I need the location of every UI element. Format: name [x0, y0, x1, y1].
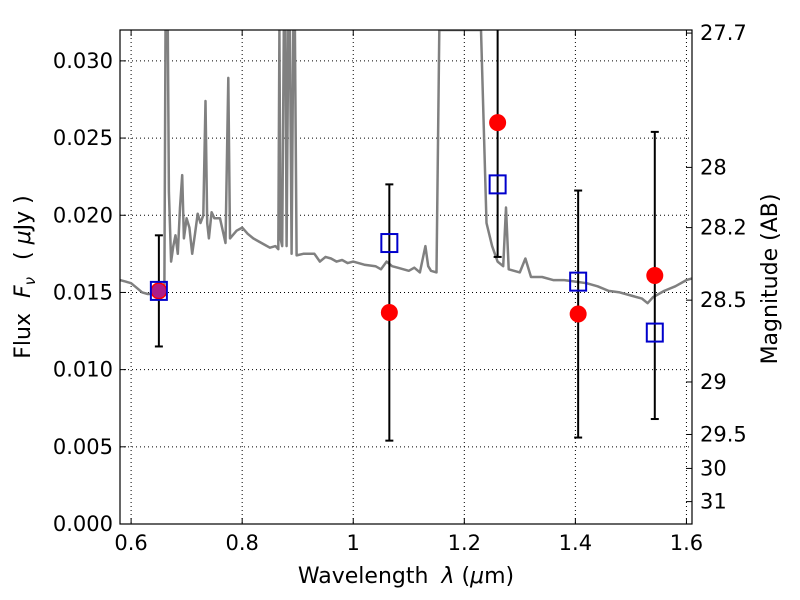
plot-frame: [119, 29, 693, 525]
x-tick-label: 1: [347, 531, 360, 555]
model-point: [149, 280, 168, 301]
plot-area: [120, 30, 692, 442]
axis-ticks: 0.6 0.8 1 1.2 1.4 1.6 0.000 0.005 0.010 0.015 0.02…: [53, 21, 747, 555]
y-tick-label: 0.015: [53, 280, 113, 304]
y2-axis-label: Magnitude (AB): [758, 194, 783, 365]
y2-tick-label: 31: [700, 490, 727, 514]
y2-tick-label: 28: [700, 155, 727, 179]
model-point: [569, 271, 588, 292]
y-tick-label: 0.000: [53, 512, 113, 536]
spectrum-line: [120, 30, 692, 305]
observed-point: [646, 266, 664, 284]
x-axis-label: Wavelength λ (μm): [298, 564, 514, 589]
model-point: [488, 174, 507, 195]
y2-tick-label: 29: [700, 370, 727, 394]
y2-tick-label: 27.7: [700, 21, 747, 45]
observed-point: [380, 304, 398, 322]
x-tick-label: 1.6: [670, 531, 703, 555]
x-tick-label: 1.4: [559, 531, 592, 555]
x-tick-label: 0.8: [225, 531, 258, 555]
observed-point: [489, 114, 507, 132]
y2-tick-label: 30: [700, 456, 727, 480]
model-point: [645, 322, 664, 343]
y-tick-label: 0.005: [53, 435, 113, 459]
y-tick-label: 0.020: [53, 203, 113, 227]
x-tick-label: 0.6: [114, 531, 147, 555]
y-tick-label: 0.025: [53, 126, 113, 150]
x-tick-label: 1.2: [448, 531, 481, 555]
model-point: [380, 233, 399, 254]
y-tick-label: 0.030: [53, 49, 113, 73]
y-axis-label: Flux Fν ( μJy ): [11, 195, 41, 358]
y2-tick-label: 28.2: [700, 216, 747, 240]
overlap-point: [151, 283, 166, 298]
y-tick-label: 0.010: [53, 358, 113, 382]
y2-tick-label: 28.5: [700, 288, 747, 312]
observed-point: [569, 305, 587, 323]
y2-tick-label: 29.5: [700, 422, 747, 446]
